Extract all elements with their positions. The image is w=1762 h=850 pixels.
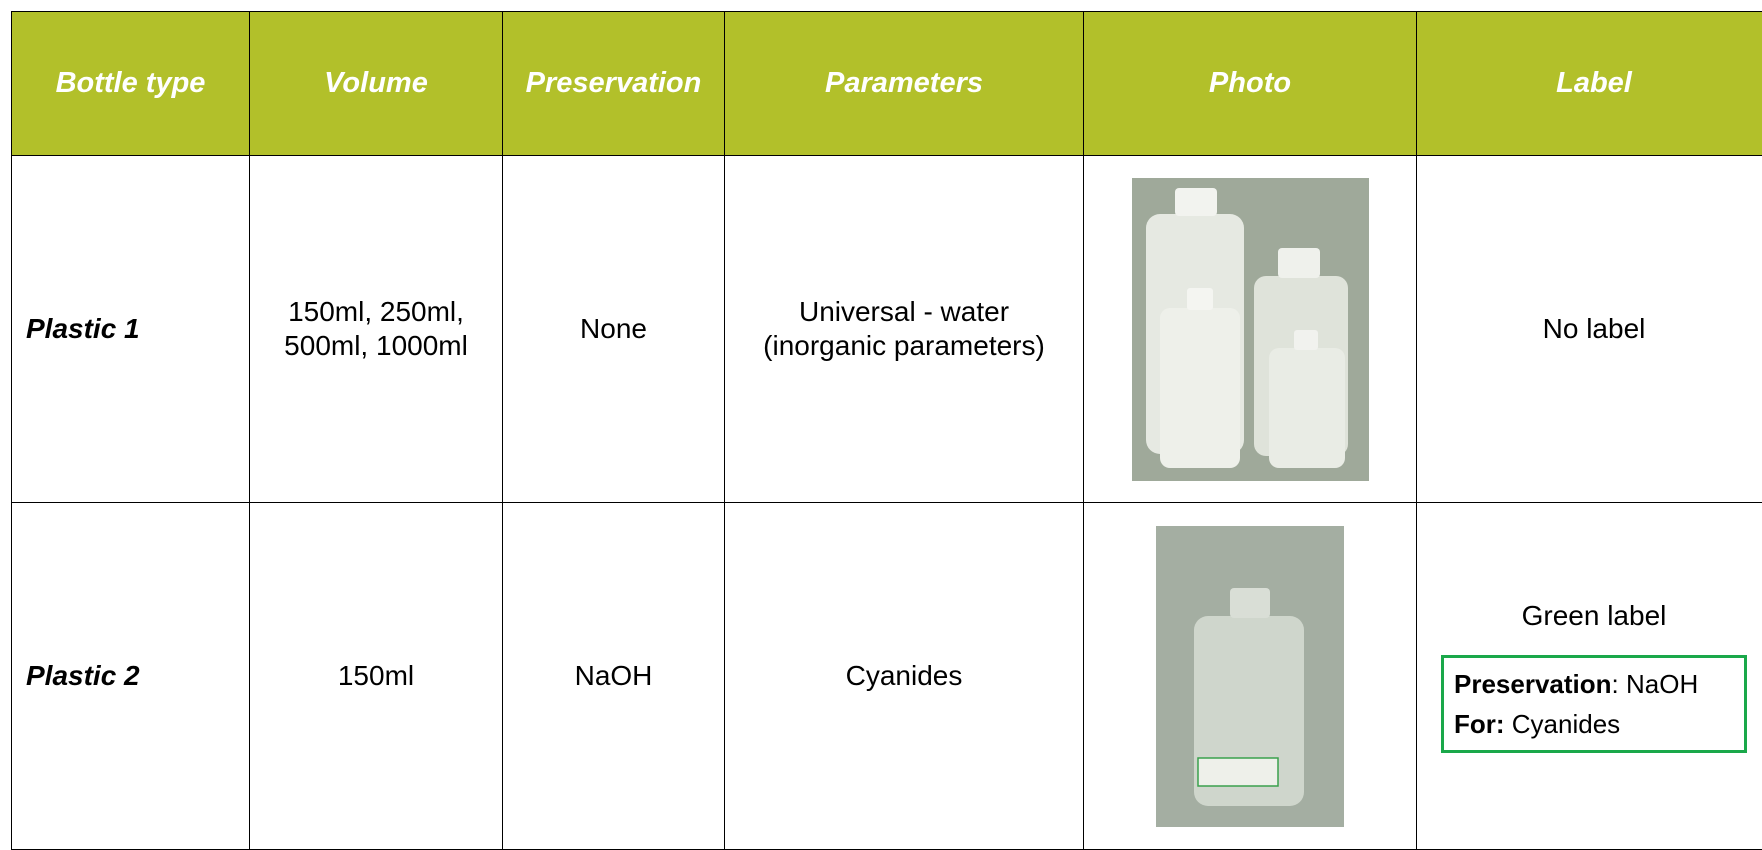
value: Cyanides <box>1512 709 1620 739</box>
key: Preservation <box>1454 669 1612 699</box>
bottle-photo <box>1156 526 1344 827</box>
bottle-photo <box>1132 178 1369 481</box>
text-line: Green label <box>1417 599 1762 633</box>
text-line: Cyanides <box>725 659 1083 693</box>
volume: 150ml <box>250 503 503 850</box>
parameters: Universal - water(inorganic parameters) <box>725 156 1084 503</box>
bottle-type: Plastic 1 <box>12 156 250 503</box>
header-row: Bottle type Volume Preservation Paramete… <box>12 12 1762 156</box>
text-line: 150ml <box>250 659 502 693</box>
photo <box>1084 503 1417 850</box>
photo <box>1084 156 1417 503</box>
label: Green label Preservation: NaOH For: Cyan… <box>1417 503 1762 850</box>
volume: 150ml, 250ml,500ml, 1000ml <box>250 156 503 503</box>
text-line: 150ml, 250ml, <box>250 295 502 329</box>
text-line: (inorganic parameters) <box>725 329 1083 363</box>
label: No label <box>1417 156 1762 503</box>
row: Plastic 1 150ml, 250ml,500ml, 1000ml Non… <box>12 156 1762 503</box>
row: Plastic 2 150ml NaOH Cyanides Green labe… <box>12 503 1762 850</box>
preservation: None <box>503 156 725 503</box>
header-cell: Preservation <box>503 12 725 156</box>
header-cell: Parameters <box>725 12 1084 156</box>
header-cell: Label <box>1417 12 1762 156</box>
text-line: Preservation: NaOH <box>1454 664 1744 704</box>
key: For: <box>1454 709 1505 739</box>
page: Bottle type Volume Preservation Paramete… <box>0 0 1762 843</box>
header-cell: Photo <box>1084 12 1417 156</box>
header-cell: Volume <box>250 12 503 156</box>
value: : NaOH <box>1612 669 1699 699</box>
text-line: For: Cyanides <box>1454 704 1744 744</box>
bottle-table: Bottle type Volume Preservation Paramete… <box>11 11 1762 850</box>
text-line: Universal - water <box>725 295 1083 329</box>
text-line: 500ml, 1000ml <box>250 329 502 363</box>
bottle-type: Plastic 2 <box>12 503 250 850</box>
parameters: Cyanides <box>725 503 1084 850</box>
header-cell: Bottle type <box>12 12 250 156</box>
preservation: NaOH <box>503 503 725 850</box>
label-box: Preservation: NaOH For: Cyanides <box>1441 655 1747 753</box>
